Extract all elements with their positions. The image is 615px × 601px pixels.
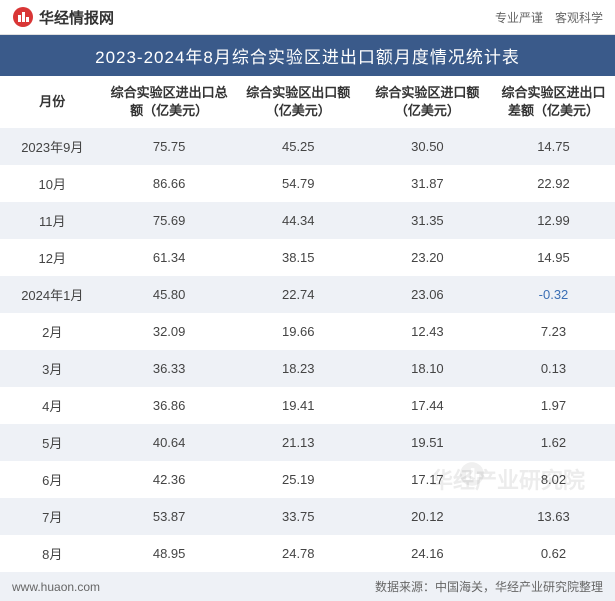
- cell-imports: 31.87: [363, 165, 492, 202]
- cell-month: 6月: [0, 461, 105, 498]
- cell-total: 45.80: [105, 276, 234, 313]
- cell-diff: 8.02: [492, 461, 615, 498]
- cell-total: 42.36: [105, 461, 234, 498]
- cell-exports: 21.13: [234, 424, 363, 461]
- page-title: 2023-2024年8月综合实验区进出口额月度情况统计表: [0, 35, 615, 76]
- table-row: 6月42.3625.1917.178.02: [0, 461, 615, 498]
- cell-imports: 23.06: [363, 276, 492, 313]
- cell-total: 32.09: [105, 313, 234, 350]
- cell-exports: 45.25: [234, 128, 363, 165]
- table-row: 5月40.6421.1319.511.62: [0, 424, 615, 461]
- col-header-diff: 综合实验区进出口差额（亿美元）: [492, 76, 615, 128]
- table-row: 7月53.8733.7520.1213.63: [0, 498, 615, 535]
- logo-icon: [12, 6, 34, 28]
- cell-month: 11月: [0, 202, 105, 239]
- cell-month: 2024年1月: [0, 276, 105, 313]
- logo-area: 华经情报网: [12, 6, 114, 28]
- cell-imports: 24.16: [363, 535, 492, 572]
- footer-url: www.huaon.com: [12, 580, 100, 594]
- table-row: 2024年1月45.8022.7423.06-0.32: [0, 276, 615, 313]
- cell-diff: 12.99: [492, 202, 615, 239]
- cell-diff: 0.13: [492, 350, 615, 387]
- cell-month: 2月: [0, 313, 105, 350]
- cell-month: 10月: [0, 165, 105, 202]
- cell-total: 61.34: [105, 239, 234, 276]
- cell-total: 36.86: [105, 387, 234, 424]
- cell-month: 3月: [0, 350, 105, 387]
- footer-source: 数据来源：中国海关，华经产业研究院整理: [375, 578, 603, 595]
- table-container: 月份 综合实验区进出口总额（亿美元） 综合实验区出口额（亿美元） 综合实验区进口…: [0, 76, 615, 572]
- cell-imports: 19.51: [363, 424, 492, 461]
- cell-diff: 0.62: [492, 535, 615, 572]
- cell-month: 2023年9月: [0, 128, 105, 165]
- footer-bar: www.huaon.com 数据来源：中国海关，华经产业研究院整理: [0, 572, 615, 601]
- logo-text: 华经情报网: [39, 7, 114, 28]
- cell-month: 7月: [0, 498, 105, 535]
- table-row: 2月32.0919.6612.437.23: [0, 313, 615, 350]
- cell-imports: 12.43: [363, 313, 492, 350]
- table-header-row: 月份 综合实验区进出口总额（亿美元） 综合实验区出口额（亿美元） 综合实验区进口…: [0, 76, 615, 128]
- col-header-imports: 综合实验区进口额（亿美元）: [363, 76, 492, 128]
- cell-exports: 19.41: [234, 387, 363, 424]
- cell-total: 75.69: [105, 202, 234, 239]
- cell-imports: 20.12: [363, 498, 492, 535]
- cell-total: 36.33: [105, 350, 234, 387]
- table-row: 12月61.3438.1523.2014.95: [0, 239, 615, 276]
- cell-diff: 1.62: [492, 424, 615, 461]
- table-row: 4月36.8619.4117.441.97: [0, 387, 615, 424]
- table-row: 2023年9月75.7545.2530.5014.75: [0, 128, 615, 165]
- cell-diff: 14.95: [492, 239, 615, 276]
- cell-imports: 18.10: [363, 350, 492, 387]
- cell-total: 48.95: [105, 535, 234, 572]
- cell-imports: 23.20: [363, 239, 492, 276]
- cell-imports: 17.44: [363, 387, 492, 424]
- cell-exports: 25.19: [234, 461, 363, 498]
- cell-exports: 24.78: [234, 535, 363, 572]
- table-row: 10月86.6654.7931.8722.92: [0, 165, 615, 202]
- cell-exports: 33.75: [234, 498, 363, 535]
- cell-diff: 7.23: [492, 313, 615, 350]
- cell-total: 53.87: [105, 498, 234, 535]
- cell-total: 86.66: [105, 165, 234, 202]
- cell-exports: 18.23: [234, 350, 363, 387]
- cell-total: 40.64: [105, 424, 234, 461]
- cell-diff: 14.75: [492, 128, 615, 165]
- cell-total: 75.75: [105, 128, 234, 165]
- cell-diff: 13.63: [492, 498, 615, 535]
- cell-month: 12月: [0, 239, 105, 276]
- cell-imports: 31.35: [363, 202, 492, 239]
- cell-month: 4月: [0, 387, 105, 424]
- cell-exports: 54.79: [234, 165, 363, 202]
- cell-diff: -0.32: [492, 276, 615, 313]
- header-tagline: 专业严谨 客观科学: [495, 9, 603, 26]
- cell-month: 5月: [0, 424, 105, 461]
- col-header-exports: 综合实验区出口额（亿美元）: [234, 76, 363, 128]
- table-row: 3月36.3318.2318.100.13: [0, 350, 615, 387]
- cell-diff: 1.97: [492, 387, 615, 424]
- data-table: 月份 综合实验区进出口总额（亿美元） 综合实验区出口额（亿美元） 综合实验区进口…: [0, 76, 615, 572]
- cell-month: 8月: [0, 535, 105, 572]
- cell-exports: 38.15: [234, 239, 363, 276]
- table-row: 11月75.6944.3431.3512.99: [0, 202, 615, 239]
- col-header-total: 综合实验区进出口总额（亿美元）: [105, 76, 234, 128]
- cell-imports: 17.17: [363, 461, 492, 498]
- cell-exports: 19.66: [234, 313, 363, 350]
- table-row: 8月48.9524.7824.160.62: [0, 535, 615, 572]
- cell-exports: 44.34: [234, 202, 363, 239]
- cell-diff: 22.92: [492, 165, 615, 202]
- cell-exports: 22.74: [234, 276, 363, 313]
- cell-imports: 30.50: [363, 128, 492, 165]
- col-header-month: 月份: [0, 76, 105, 128]
- header-bar: 华经情报网 专业严谨 客观科学: [0, 0, 615, 35]
